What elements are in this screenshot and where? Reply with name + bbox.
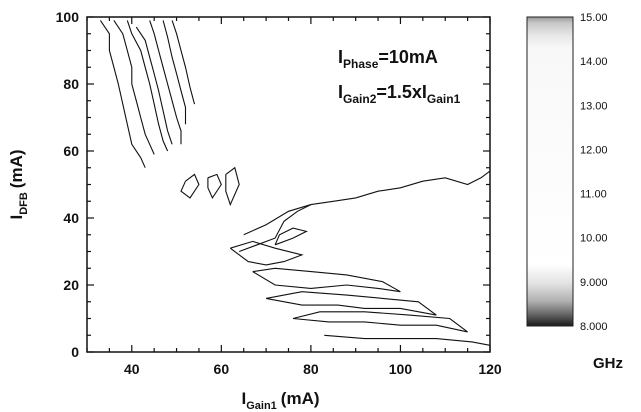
- colorbar-gradient: [526, 16, 574, 327]
- contour-band-lower-5: [324, 334, 491, 346]
- y-tick-label-80: 80: [63, 76, 79, 92]
- plot-area: 40 60 80 100 120 0 20 40 60 80 100: [56, 9, 502, 377]
- y-tick-label-100: 100: [56, 9, 80, 25]
- contour-band-lower-6: [274, 227, 308, 246]
- contour-mid-small-2: [207, 173, 222, 200]
- annotation-gain2: IGain2=1.5xIGain1: [338, 82, 461, 106]
- x-tick-label-120: 120: [478, 361, 502, 377]
- colorbar-tick-label-1: 14.00: [580, 56, 608, 68]
- annotation-gain2-main: I: [338, 82, 343, 102]
- contour-lower-boundary: [239, 204, 312, 253]
- colorbar-unit: GHz: [593, 355, 623, 372]
- contour-band-lower-2: [252, 267, 401, 293]
- y-tick-label-40: 40: [63, 210, 79, 226]
- contour-upper-left-band-4: [135, 26, 173, 145]
- colorbar-tick-label-7: 8.000: [580, 321, 608, 333]
- contour-upper-left-band-6: [162, 20, 187, 125]
- y-tick-label-60: 60: [63, 143, 79, 159]
- contour-mid-small-3: [225, 166, 240, 207]
- y-axis-title-unit: (mA): [7, 149, 26, 188]
- contour-mid-small-1: [180, 173, 200, 199]
- annotation-phase-main: I: [338, 47, 343, 67]
- annotation-phase-sub: Phase: [343, 57, 379, 71]
- colorbar-tick-label-6: 9.000: [580, 277, 608, 289]
- x-tick-label-100: 100: [389, 361, 413, 377]
- annotation-gain2-sub: Gain2: [343, 92, 377, 106]
- x-axis-title-sub: Gain1: [246, 400, 277, 412]
- y-axis-title: IDFB (mA): [7, 149, 30, 219]
- contour-upper-left-band-3: [126, 20, 169, 152]
- colorbar-tick-label-5: 10.00: [580, 233, 608, 245]
- colorbar-tick-label-0: 15.00: [580, 12, 608, 24]
- contour-upper-left-band-1: [99, 20, 146, 168]
- x-axis-title-unit: (mA): [281, 389, 320, 408]
- x-tick-label-40: 40: [124, 361, 140, 377]
- x-tick-label-80: 80: [303, 361, 319, 377]
- colorbar-tick-label-2: 13.00: [580, 100, 608, 112]
- contour-band-lower-3: [265, 291, 437, 316]
- x-axis-ticks: 40 60 80 100 120: [86, 17, 502, 377]
- y-axis-title-sub: DFB: [18, 192, 30, 215]
- contour-upper-left-band-5: [149, 20, 182, 145]
- y-axis-title-main: I: [7, 215, 26, 220]
- annotation-gain2-sub2: Gain1: [427, 92, 461, 106]
- annotation-gain2-mid: =1.5xI: [376, 82, 427, 102]
- x-tick-label-60: 60: [214, 361, 230, 377]
- contour-band-lower-1: [229, 240, 304, 266]
- colorbar: 15.00 14.00 13.00 12.00 11.00 10.00 9.000 8.000…: [526, 12, 623, 372]
- annotation-phase: IPhase=10mA: [338, 47, 438, 71]
- contour-band-lower-4: [292, 311, 468, 333]
- contour-upper-left-edge: [171, 20, 196, 105]
- x-axis-title: IGain1 (mA): [241, 389, 319, 412]
- plot-frame: [86, 16, 491, 353]
- y-tick-label-20: 20: [63, 277, 79, 293]
- colorbar-labels: 15.00 14.00 13.00 12.00 11.00 10.00 9.000 8.000: [580, 12, 608, 333]
- y-axis-ticks: 0 20 40 60 80 100: [56, 9, 490, 360]
- contour-layer: [99, 20, 491, 346]
- contour-upper-left-band-2: [113, 20, 155, 155]
- contour-upper-right-boundary: [243, 170, 491, 236]
- y-tick-label-0: 0: [71, 344, 79, 360]
- colorbar-tick-label-4: 11.00: [580, 189, 607, 201]
- x-axis-title-main: I: [241, 389, 246, 408]
- colorbar-tick-label-3: 12.00: [580, 144, 608, 156]
- annotation-phase-value: =10mA: [378, 47, 438, 67]
